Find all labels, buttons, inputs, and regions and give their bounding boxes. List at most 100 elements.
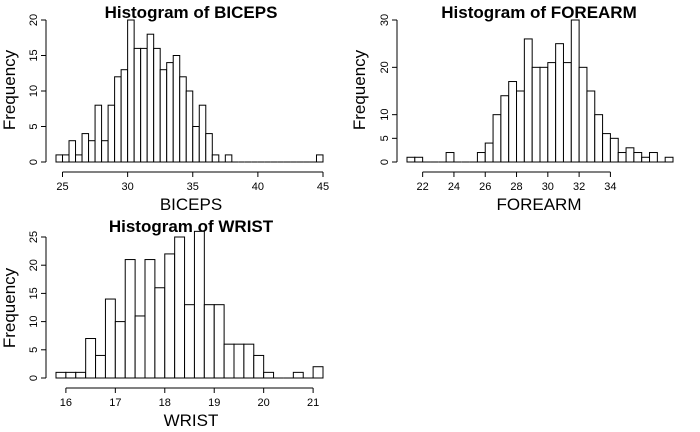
y-axis-label: Frequency xyxy=(0,49,19,130)
histogram-bar xyxy=(185,90,194,163)
histogram-bar xyxy=(75,154,83,163)
histogram-bar xyxy=(617,152,627,163)
histogram-bar xyxy=(192,126,200,163)
histogram-bar xyxy=(570,19,580,163)
histogram-bar xyxy=(94,104,103,163)
histogram-bar xyxy=(166,62,174,163)
histogram-bar xyxy=(55,371,67,379)
histogram-bar xyxy=(641,156,651,163)
histogram-bar xyxy=(562,62,572,163)
wrist-histogram: Histogram of WRIST WRIST Frequency 16 17 1… xyxy=(0,217,324,430)
histogram-bar xyxy=(75,371,87,379)
histogram-bar xyxy=(159,69,168,163)
y-axis-label: Frequency xyxy=(350,49,369,130)
y-tick-label: 20 xyxy=(28,259,40,271)
chart-title: Histogram of FOREARM xyxy=(441,3,637,22)
histogram-bar xyxy=(88,140,96,163)
histogram-bar xyxy=(414,156,424,163)
y-tick-label: 0 xyxy=(379,159,391,165)
histogram-bar xyxy=(153,47,161,163)
histogram-bar xyxy=(516,90,525,163)
histogram-bar xyxy=(144,259,156,379)
x-tick-label: 26 xyxy=(479,181,491,193)
x-tick-label: 18 xyxy=(159,397,171,409)
histogram-bar xyxy=(133,47,142,163)
histogram-bar xyxy=(243,343,255,379)
histogram-bar xyxy=(547,62,557,163)
x-tick-label: 22 xyxy=(417,181,429,193)
histogram-bar xyxy=(263,371,275,379)
histogram-bar xyxy=(211,154,220,163)
y-tick-label: 5 xyxy=(28,123,40,129)
y-tick-label: 5 xyxy=(379,135,391,141)
histogram-bar xyxy=(508,81,518,163)
x-tick-label: 21 xyxy=(307,397,319,409)
y-tick-label: 0 xyxy=(28,375,40,381)
histogram-bar xyxy=(198,104,207,163)
histogram-bar xyxy=(107,104,116,163)
x-axis-label: FOREARM xyxy=(497,195,582,214)
x-tick-label: 25 xyxy=(56,181,68,193)
x-tick-label: 20 xyxy=(258,397,270,409)
y-tick-label: 25 xyxy=(28,231,40,243)
histogram-bar xyxy=(664,156,674,163)
histogram-bar xyxy=(523,38,533,163)
y-tick-label: 20 xyxy=(28,14,40,26)
histogram-bar xyxy=(68,140,77,163)
x-tick-label: 34 xyxy=(604,181,616,193)
histogram-bar xyxy=(602,133,611,163)
y-tick-label: 15 xyxy=(28,49,40,61)
x-axis-label: WRIST xyxy=(164,411,219,430)
histogram-bar xyxy=(134,315,146,379)
histogram-bar xyxy=(213,304,225,379)
x-tick-label: 45 xyxy=(317,181,329,193)
x-axis-label: BICEPS xyxy=(160,195,222,214)
x-tick-label: 16 xyxy=(60,397,72,409)
histogram-bar xyxy=(205,133,213,163)
histogram-bar xyxy=(179,76,187,163)
histogram-bar xyxy=(578,66,588,163)
x-tick-label: 30 xyxy=(542,181,554,193)
histogram-bar xyxy=(292,371,304,379)
y-tick-label: 20 xyxy=(379,61,391,73)
histogram-bar xyxy=(484,142,494,163)
histogram-bar xyxy=(224,154,233,163)
histogram-bar xyxy=(172,55,181,163)
histogram-bar xyxy=(104,298,116,379)
x-tick-label: 17 xyxy=(109,397,121,409)
histogram-bar xyxy=(539,66,549,163)
histogram-bar xyxy=(594,114,604,163)
histogram-bar xyxy=(406,156,416,163)
y-tick-label: 0 xyxy=(28,159,40,165)
histogram-bar xyxy=(253,354,265,379)
x-tick-label: 24 xyxy=(448,181,460,193)
histogram-bar xyxy=(101,140,109,163)
histogram-bar xyxy=(500,95,510,163)
histogram-bar xyxy=(174,236,186,379)
histogram-bar xyxy=(62,154,70,163)
histogram-bar xyxy=(625,147,635,163)
histogram-bar xyxy=(633,152,643,163)
histogram-bar xyxy=(649,152,658,163)
histogram-bar xyxy=(124,259,136,379)
forearm-histogram: Histogram of FOREARM FOREARM Frequency 2… xyxy=(350,3,674,214)
histogram-bar xyxy=(492,114,502,163)
histogram-bar xyxy=(85,338,97,379)
histogram-bar xyxy=(114,321,126,379)
x-tick-label: 28 xyxy=(510,181,522,193)
histogram-bar xyxy=(65,371,77,379)
histogram-bar xyxy=(81,133,90,163)
x-tick-label: 32 xyxy=(573,181,585,193)
histogram-bar xyxy=(315,154,324,163)
histogram-bar xyxy=(154,287,166,379)
histogram-bar xyxy=(609,137,619,163)
y-tick-label: 10 xyxy=(28,315,40,327)
histogram-bar xyxy=(164,253,176,379)
chart-title: Histogram of BICEPS xyxy=(105,3,278,22)
histogram-bar xyxy=(445,152,455,163)
y-tick-label: 15 xyxy=(28,287,40,299)
histogram-bar xyxy=(95,354,106,379)
x-tick-label: 35 xyxy=(187,181,199,193)
histogram-bar xyxy=(114,76,122,163)
